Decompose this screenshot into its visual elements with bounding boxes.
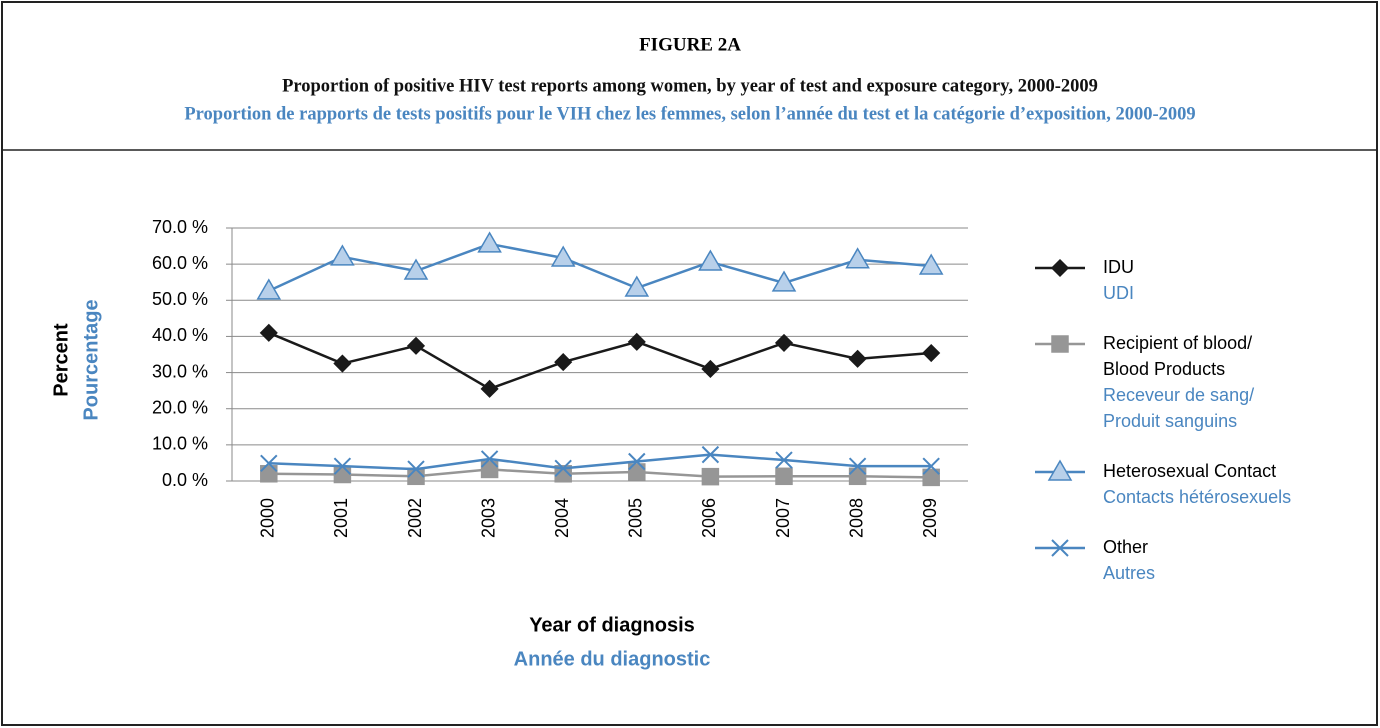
point bbox=[403, 258, 429, 280]
point bbox=[260, 465, 278, 483]
y-tick-label: 10.0 % bbox=[152, 434, 208, 454]
point bbox=[554, 465, 572, 483]
y-tick-label: 20.0 % bbox=[152, 397, 208, 417]
point bbox=[333, 354, 352, 373]
legend-label: Recipient of blood/Blood Products bbox=[1103, 333, 1252, 379]
point bbox=[480, 450, 499, 468]
series-line bbox=[268, 331, 932, 391]
point bbox=[922, 457, 940, 475]
y-tick-label: 30.0 % bbox=[152, 361, 208, 381]
point bbox=[775, 467, 793, 486]
x-tick-label: 2005 bbox=[626, 498, 646, 538]
point bbox=[698, 249, 723, 271]
point bbox=[845, 247, 870, 269]
point bbox=[260, 454, 278, 472]
x-tick-label: 2008 bbox=[846, 498, 866, 538]
point bbox=[848, 467, 867, 486]
point bbox=[848, 457, 867, 475]
x-axis-title-fr: Année du diagnostic bbox=[514, 648, 711, 670]
y-tick-label: 40.0 % bbox=[152, 325, 208, 345]
y-tick-label: 50.0 % bbox=[152, 289, 208, 309]
y-axis-title-fr: Pourcentage bbox=[80, 299, 102, 420]
point bbox=[256, 278, 282, 300]
x-tick-label: 2007 bbox=[773, 498, 793, 538]
x-tick-label: 2003 bbox=[478, 498, 498, 538]
series-line bbox=[268, 242, 932, 293]
point bbox=[628, 463, 646, 481]
x-tick-label: 2006 bbox=[699, 498, 719, 538]
legend-label: Other bbox=[1103, 537, 1148, 557]
point bbox=[922, 468, 940, 487]
point bbox=[701, 467, 720, 486]
subtitle: Proportion of positive HIV test reports … bbox=[282, 76, 1098, 96]
series bbox=[260, 445, 940, 478]
figure-title: FIGURE 2A bbox=[639, 34, 741, 55]
point bbox=[550, 245, 576, 267]
point bbox=[333, 465, 352, 484]
point bbox=[774, 333, 794, 352]
y-tick-label: 0.0 % bbox=[162, 470, 208, 490]
point bbox=[554, 353, 573, 372]
series-line bbox=[268, 468, 932, 479]
legend-label: UDI bbox=[1103, 283, 1134, 303]
series bbox=[256, 231, 944, 300]
point bbox=[628, 452, 646, 471]
legend-label: Contacts hétérosexuels bbox=[1103, 487, 1291, 507]
point bbox=[627, 332, 646, 351]
legend-label: IDU bbox=[1103, 257, 1134, 277]
y-axis-title: Percent bbox=[50, 323, 72, 397]
point bbox=[918, 253, 944, 275]
legend-marker bbox=[1050, 258, 1070, 278]
point bbox=[477, 231, 502, 253]
series bbox=[259, 323, 941, 398]
point bbox=[259, 323, 278, 342]
series bbox=[260, 460, 940, 487]
x-tick-label: 2001 bbox=[331, 498, 351, 538]
legend-marker bbox=[1051, 335, 1069, 353]
x-tick-label: 2004 bbox=[552, 498, 572, 538]
point bbox=[771, 270, 797, 292]
point bbox=[480, 379, 499, 398]
point bbox=[701, 359, 720, 379]
subtitle-fr: Proportion de rapports de tests positifs… bbox=[184, 104, 1195, 124]
point bbox=[922, 343, 941, 363]
legend-label: Heterosexual Contact bbox=[1103, 461, 1276, 481]
y-tick-label: 60.0 % bbox=[152, 253, 208, 273]
legend-label: Autres bbox=[1103, 563, 1155, 583]
point bbox=[848, 349, 867, 368]
point bbox=[554, 459, 572, 478]
point bbox=[407, 467, 425, 486]
x-tick-label: 2002 bbox=[405, 498, 425, 538]
series-line bbox=[268, 453, 932, 471]
x-tick-label: 2000 bbox=[258, 498, 278, 538]
point bbox=[624, 275, 650, 297]
x-tick-label: 2009 bbox=[920, 498, 940, 538]
legend-marker bbox=[1047, 459, 1073, 481]
point bbox=[330, 244, 355, 266]
point bbox=[407, 460, 425, 478]
point bbox=[406, 336, 426, 355]
legend-label: Receveur de sang/Produit sanguins bbox=[1103, 385, 1254, 431]
y-tick-label: 70.0 % bbox=[152, 217, 208, 237]
point bbox=[775, 451, 793, 469]
point bbox=[701, 445, 720, 464]
legend-marker bbox=[1051, 539, 1069, 557]
point bbox=[480, 460, 499, 479]
point bbox=[333, 457, 352, 475]
x-axis-title: Year of diagnosis bbox=[529, 614, 695, 636]
